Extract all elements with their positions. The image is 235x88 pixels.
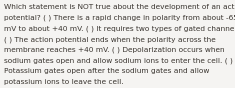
Text: Which statement is NOT true about the development of an action: Which statement is NOT true about the de… bbox=[4, 4, 235, 10]
Text: sodium gates open and allow sodium ions to enter the cell. ( ): sodium gates open and allow sodium ions … bbox=[4, 58, 233, 64]
Text: potential? ( ) There is a rapid change in polarity from about -65: potential? ( ) There is a rapid change i… bbox=[4, 15, 235, 21]
Text: ( ) The action potential ends when the polarity across the: ( ) The action potential ends when the p… bbox=[4, 36, 216, 43]
Text: mV to about +40 mV. ( ) It requires two types of gated channels.: mV to about +40 mV. ( ) It requires two … bbox=[4, 25, 235, 32]
Text: potassium ions to leave the cell.: potassium ions to leave the cell. bbox=[4, 79, 124, 85]
Text: Potassium gates open after the sodium gates and allow: Potassium gates open after the sodium ga… bbox=[4, 68, 210, 74]
Text: membrane reaches +40 mV. ( ) Depolarization occurs when: membrane reaches +40 mV. ( ) Depolarizat… bbox=[4, 47, 225, 53]
